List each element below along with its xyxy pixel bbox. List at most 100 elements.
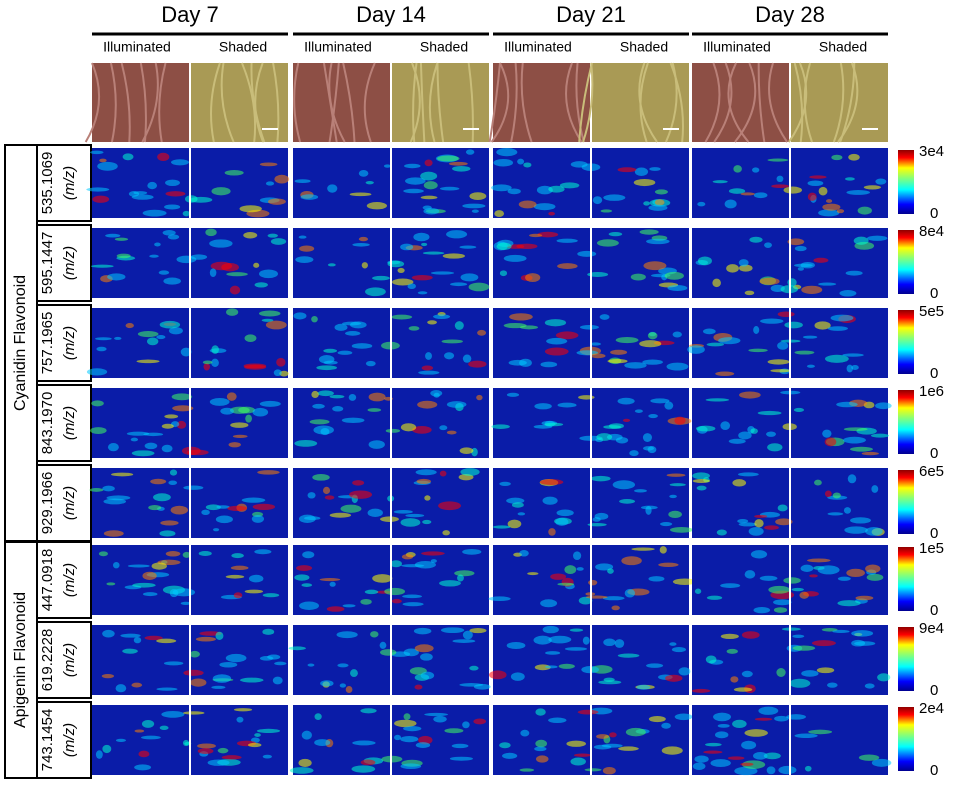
heatmap-speckle [724,199,737,209]
heatmap-speckle [850,517,871,524]
tissue-photo [92,63,189,142]
heatmap-speckle [720,583,741,588]
heatmap-speckle [645,505,652,515]
heatmap-speckle [732,719,747,729]
heatmap-speckle [706,342,725,347]
tissue-vein [428,62,439,143]
heatmap-speckle [548,185,565,193]
heatmap-speckle [265,320,287,330]
heatmap-speckle [697,256,712,266]
heatmap-speckle [648,413,658,419]
heatmap-speckle [784,321,803,329]
heatmap-speckle [630,273,646,281]
heatmap-speckle [578,596,593,605]
heatmap-speckle [509,313,533,321]
heatmap-speckle [726,648,738,654]
heatmap-speckle [592,196,603,205]
heatmap-speckle [843,427,868,432]
heatmap-speckle [744,570,756,579]
heatmap-speckle [726,264,739,273]
heatmap-speckle [157,152,170,162]
heatmap-speckle [336,631,358,639]
heatmap-speckle [778,765,797,775]
heatmap-speckle [648,204,668,211]
heatmap-speckle [625,727,646,737]
tissue-vein [322,62,338,143]
heatmap-speckle [748,348,768,353]
heatmap-speckle [457,574,464,582]
heatmap-speckle [588,579,598,586]
heatmap-speckle [423,181,438,190]
heatmap-speckle [759,277,780,285]
heatmap-speckle [590,353,606,359]
heatmap-speckle [622,418,631,422]
tissue-vein [363,62,376,143]
heatmap-speckle [424,712,448,717]
heatmap-speckle [649,167,661,171]
heatmap-speckle [414,560,436,569]
heatmap-speckle [452,639,476,643]
tissue-vein [793,62,804,143]
heatmap-speckle [503,254,527,262]
heatmap-speckle [358,169,369,177]
heatmap-speckle [390,314,413,320]
mz-unit: (m/z) [61,643,78,677]
heatmap-speckle [837,576,851,581]
tissue-vein [84,62,101,143]
colorbar [898,470,914,534]
heatmap-speckle [596,433,613,441]
heatmap-speckle [602,596,625,601]
heatmap-speckle [253,262,260,268]
heatmap-speckle [134,764,152,771]
heatmap-speckle [491,184,512,192]
tissue-vein [520,62,533,143]
heatmap-speckle [207,759,230,766]
scale-min: 0 [930,205,938,222]
heatmap-speckle [320,680,334,687]
heatmap-speckle [304,516,321,521]
heatmap-speckle [203,363,211,371]
heatmap-speckle [618,746,639,751]
heatmap-speckle [754,514,768,518]
heatmap-speckle [845,270,863,276]
heatmap-speckle [749,236,763,243]
heatmap-speckle [654,199,665,206]
heatmap-speckle [523,162,532,168]
heatmap-speckle [705,742,722,747]
heatmap-speckle [830,314,854,322]
heatmap-speckle [871,485,879,493]
heatmap-speckle [672,331,682,338]
heatmap-speckle [417,291,428,295]
heatmap-speckle [215,631,224,640]
heatmap-speckle [342,604,356,608]
tissue-photo [293,63,390,142]
heatmap-speckle [323,348,338,353]
heatmap-speckle [391,598,402,604]
heatmap-speckle [692,472,710,480]
heatmap-speckle [842,353,864,357]
tissue-vein [328,62,340,143]
heatmap-speckle [144,635,163,641]
heatmap-speckle [643,201,650,206]
heatmap-speckle [771,184,790,189]
tissue-vein [704,62,721,143]
heatmap-speckle [857,206,872,215]
heatmap-speckle [753,752,768,760]
heatmap-speckle [170,505,189,515]
heatmap-speckle [843,436,866,444]
scale-min: 0 [930,525,938,542]
heatmap-speckle [865,564,881,574]
tissue-vein [467,62,474,143]
heatmap-speckle [323,486,331,495]
tissue-vein [757,62,766,143]
heatmap-speckle [783,577,801,584]
heatmap-speckle [712,278,721,288]
heatmap-speckle [864,683,875,689]
scale-min: 0 [930,285,938,302]
heatmap-speckle [529,233,543,238]
heatmap-speckle [738,259,749,267]
heatmap-speckle [244,334,257,342]
heatmap-speckle [337,663,349,668]
heatmap-speckle [665,674,683,682]
heatmap-speckle [183,711,205,715]
